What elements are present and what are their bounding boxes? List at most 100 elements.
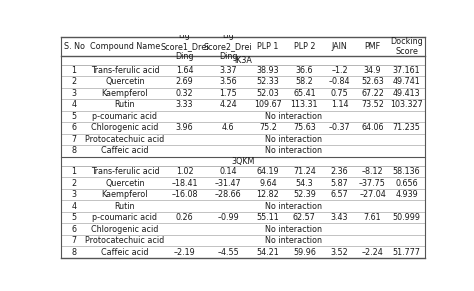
Bar (61, 235, 425, 246)
Text: 6: 6 (72, 225, 77, 234)
Text: 7.61: 7.61 (364, 213, 381, 222)
Text: 3.33: 3.33 (176, 100, 193, 109)
Text: –37.75: –37.75 (359, 179, 386, 188)
Text: 4: 4 (72, 100, 77, 109)
Bar (61, 99, 425, 111)
Text: 3: 3 (72, 190, 77, 199)
Text: Quercetin: Quercetin (105, 77, 145, 86)
Text: 1.02: 1.02 (176, 167, 193, 176)
Text: 113.31: 113.31 (291, 100, 318, 109)
Text: 8: 8 (72, 146, 77, 155)
Text: 1: 1 (72, 66, 77, 75)
Text: 52.39: 52.39 (293, 190, 316, 199)
Text: –2.24: –2.24 (362, 248, 383, 257)
Bar (61, 37, 425, 56)
Text: 0.75: 0.75 (331, 89, 348, 98)
Text: –4.55: –4.55 (217, 248, 239, 257)
Text: 67.22: 67.22 (361, 89, 384, 98)
Text: 0.14: 0.14 (219, 167, 237, 176)
Text: 54.21: 54.21 (256, 248, 279, 257)
Text: 38.93: 38.93 (257, 66, 279, 75)
Text: Quercetin: Quercetin (105, 179, 145, 188)
Text: 36.6: 36.6 (296, 66, 313, 75)
Text: 2.36: 2.36 (331, 167, 348, 176)
Text: Kaempferol: Kaempferol (102, 190, 148, 199)
Text: Kaempferol: Kaempferol (102, 89, 148, 98)
Text: p-coumaric acid: p-coumaric acid (92, 112, 157, 121)
Text: 73.52: 73.52 (361, 100, 384, 109)
Text: 0.32: 0.32 (176, 89, 193, 98)
Text: Trans-ferulic acid: Trans-ferulic acid (91, 167, 159, 176)
Text: No interaction: No interaction (265, 146, 322, 155)
Bar (61, 246, 425, 258)
Text: 50.999: 50.999 (392, 213, 420, 222)
Bar (61, 189, 425, 200)
Text: Trans-ferulic acid: Trans-ferulic acid (91, 66, 159, 75)
Text: 3: 3 (72, 89, 77, 98)
Text: –31.47: –31.47 (215, 179, 241, 188)
Text: –27.04: –27.04 (359, 190, 386, 199)
Text: p-coumaric acid: p-coumaric acid (92, 213, 157, 222)
Text: 64.06: 64.06 (361, 123, 384, 132)
Text: Caffeic acid: Caffeic acid (101, 248, 149, 257)
Text: PLP 1: PLP 1 (257, 42, 279, 51)
Text: 64.19: 64.19 (257, 167, 279, 176)
Text: 3.96: 3.96 (176, 123, 193, 132)
Bar (61, 200, 425, 212)
Text: No interaction: No interaction (265, 225, 322, 234)
Text: 8: 8 (72, 248, 77, 257)
Text: IK3A: IK3A (234, 56, 252, 65)
Text: 65.41: 65.41 (293, 89, 316, 98)
Text: 59.96: 59.96 (293, 248, 316, 257)
Text: S. No: S. No (64, 42, 84, 51)
Text: 1: 1 (72, 167, 77, 176)
Text: PLP 2: PLP 2 (294, 42, 315, 51)
Text: 3.56: 3.56 (219, 77, 237, 86)
Text: 2: 2 (72, 77, 77, 86)
Text: 75.63: 75.63 (293, 123, 316, 132)
Text: 58.2: 58.2 (295, 77, 313, 86)
Text: –1.2: –1.2 (331, 66, 348, 75)
Text: 2: 2 (72, 179, 77, 188)
Text: –0.84: –0.84 (329, 77, 350, 86)
Bar (61, 122, 425, 134)
Bar (61, 166, 425, 178)
Text: 55.11: 55.11 (256, 213, 279, 222)
Text: –8.12: –8.12 (362, 167, 383, 176)
Text: –16.08: –16.08 (171, 190, 198, 199)
Text: 1.64: 1.64 (176, 66, 193, 75)
Text: 7: 7 (72, 135, 77, 144)
Text: 3.43: 3.43 (331, 213, 348, 222)
Text: 12.82: 12.82 (256, 190, 279, 199)
Text: –28.66: –28.66 (215, 190, 241, 199)
Bar (61, 65, 425, 76)
Bar (61, 157, 425, 166)
Text: 62.57: 62.57 (293, 213, 316, 222)
Text: 9.64: 9.64 (259, 179, 277, 188)
Text: 109.67: 109.67 (254, 100, 282, 109)
Text: 4.939: 4.939 (395, 190, 418, 199)
Text: Rutin: Rutin (115, 202, 135, 211)
Bar (61, 178, 425, 189)
Text: 52.33: 52.33 (256, 77, 279, 86)
Text: 1.75: 1.75 (219, 89, 237, 98)
Bar (61, 134, 425, 145)
Text: –18.41: –18.41 (171, 179, 198, 188)
Text: Protocatechuic acid: Protocatechuic acid (85, 135, 164, 144)
Text: 75.2: 75.2 (259, 123, 277, 132)
Text: 71.235: 71.235 (392, 123, 420, 132)
Text: 54.3: 54.3 (296, 179, 313, 188)
Bar (61, 56, 425, 65)
Text: 34.9: 34.9 (364, 66, 381, 75)
Text: 3.37: 3.37 (219, 66, 237, 75)
Text: 5.87: 5.87 (331, 179, 348, 188)
Text: No interaction: No interaction (265, 202, 322, 211)
Text: 49.413: 49.413 (393, 89, 420, 98)
Text: –2.19: –2.19 (173, 248, 195, 257)
Text: 6.57: 6.57 (331, 190, 348, 199)
Text: Rutin: Rutin (115, 100, 135, 109)
Text: 71.24: 71.24 (293, 167, 316, 176)
Text: 5: 5 (72, 112, 77, 121)
Text: 4.24: 4.24 (219, 100, 237, 109)
Text: Lig
Score2_Drei
Ding: Lig Score2_Drei Ding (204, 31, 252, 61)
